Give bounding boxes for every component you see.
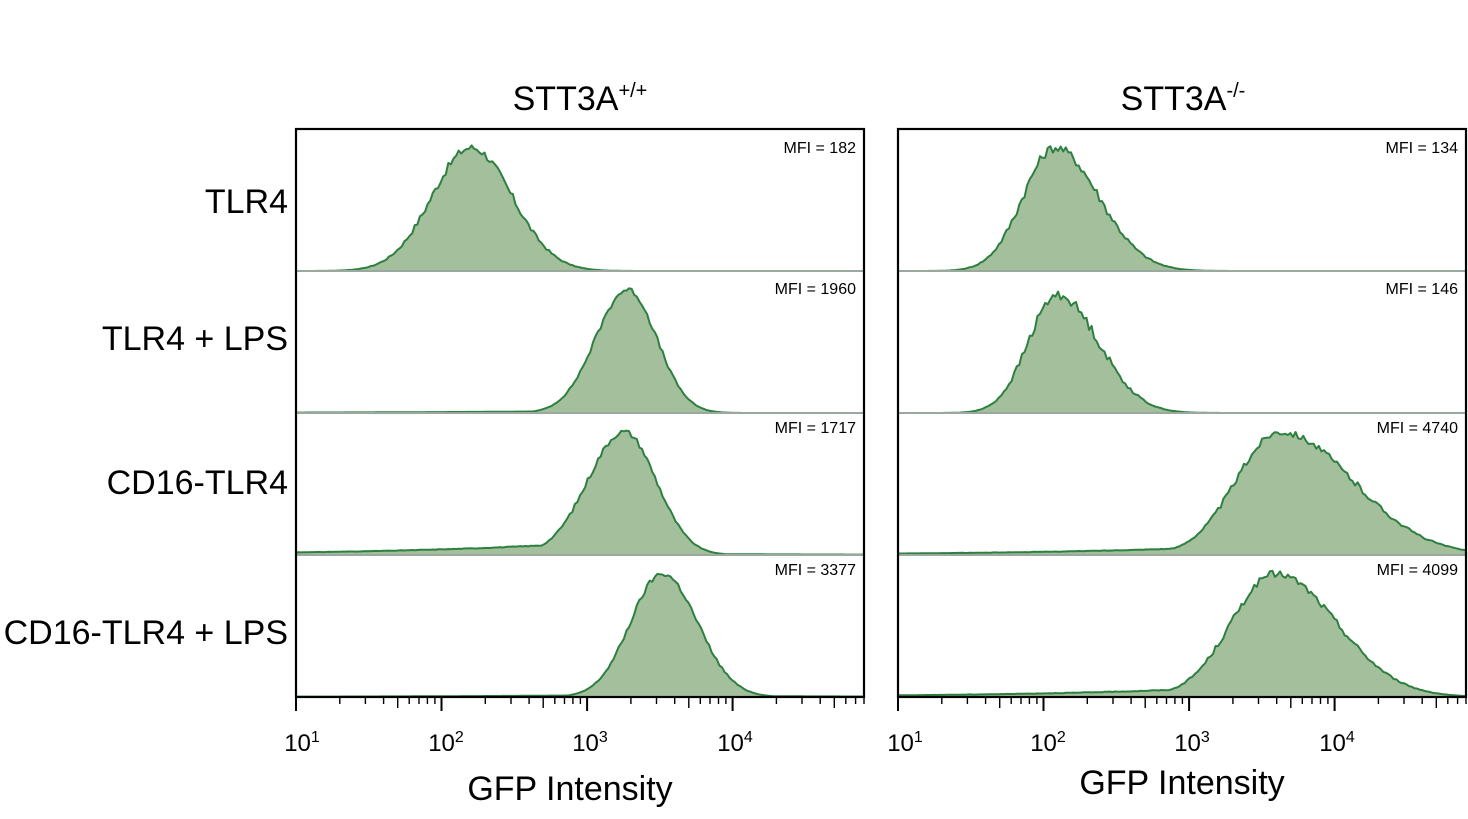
panel-1-mfi-labels: MFI = 182 MFI = 1960 MFI = 1717 MFI = 33… (775, 140, 856, 579)
histogram-outline (296, 572, 864, 698)
histogram-fill (296, 145, 864, 271)
row-label-tlr4: TLR4 (205, 183, 288, 221)
panel-2-x-tick-labels: 101 102 103 104 (887, 729, 1355, 757)
panel-2-histograms (898, 145, 1467, 698)
histogram-outline (898, 569, 1467, 698)
panel-1-row-separators (296, 270, 864, 556)
mfi-label: MFI = 182 (784, 140, 857, 157)
row-label-tlr4-lps: TLR4 + LPS (102, 320, 288, 358)
histogram-fill (296, 430, 864, 555)
panel-title-wildtype: STT3A+/+ (513, 80, 648, 118)
histogram-fill (296, 573, 864, 697)
x-tick-label: 104 (1319, 729, 1355, 757)
mfi-label: MFI = 1717 (775, 420, 856, 437)
panel-2-mfi-labels: MFI = 134 MFI = 146 MFI = 4740 MFI = 409… (1377, 140, 1458, 579)
mfi-label: MFI = 1960 (775, 281, 856, 298)
x-tick-label: 101 (284, 729, 320, 757)
panel-stt3a-wildtype: STT3A+/+ MFI = 182 MFI = 1960 MFI = 1717… (284, 80, 866, 808)
mfi-label: MFI = 3377 (775, 562, 856, 579)
row-labels: TLR4 TLR4 + LPS CD16-TLR4 CD16-TLR4 + LP… (4, 183, 288, 652)
panel-stt3a-knockout: STT3A-/- MFI = 134 MFI = 146 MFI = 4740 … (887, 80, 1468, 802)
histogram-outline (898, 431, 1467, 555)
panel-1-x-axis-label: GFP Intensity (467, 770, 672, 808)
mfi-label: MFI = 134 (1386, 140, 1459, 157)
row-label-cd16-tlr4: CD16-TLR4 (107, 464, 288, 502)
histogram-fill (898, 432, 1466, 555)
mfi-label: MFI = 4099 (1377, 562, 1458, 579)
histogram-outline (898, 290, 1466, 414)
panel-1-x-tick-labels: 101 102 103 104 (284, 729, 753, 757)
x-tick-label: 102 (1030, 729, 1066, 757)
x-tick-label: 103 (572, 729, 608, 757)
row-label-cd16-tlr4-lps: CD16-TLR4 + LPS (4, 614, 288, 652)
panel-1-x-axis-ticks (295, 697, 865, 711)
x-tick-label: 102 (428, 729, 464, 757)
histogram-fill (898, 570, 1466, 697)
histogram-outline (898, 145, 1466, 272)
histogram-outline (296, 144, 864, 272)
panel-title-knockout: STT3A-/- (1121, 80, 1246, 118)
panel-2-row-separators (898, 270, 1466, 556)
mfi-label: MFI = 4740 (1377, 420, 1458, 437)
x-tick-label: 104 (717, 729, 753, 757)
panel-2-x-axis-label: GFP Intensity (1079, 764, 1284, 802)
mfi-label: MFI = 146 (1386, 281, 1459, 298)
x-tick-label: 101 (887, 729, 923, 757)
x-tick-label: 103 (1174, 729, 1210, 757)
histogram-fill (898, 146, 1466, 271)
panel-2-x-axis-ticks (897, 697, 1467, 711)
histogram-fill (296, 288, 864, 413)
histogram-fill (898, 291, 1466, 413)
